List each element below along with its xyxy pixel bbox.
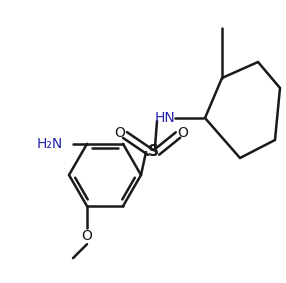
- Text: O: O: [178, 126, 188, 140]
- Text: HN: HN: [155, 111, 175, 125]
- Text: O: O: [115, 126, 126, 140]
- Text: S: S: [148, 145, 158, 160]
- Text: H₂N: H₂N: [37, 137, 63, 151]
- Text: O: O: [82, 229, 92, 243]
